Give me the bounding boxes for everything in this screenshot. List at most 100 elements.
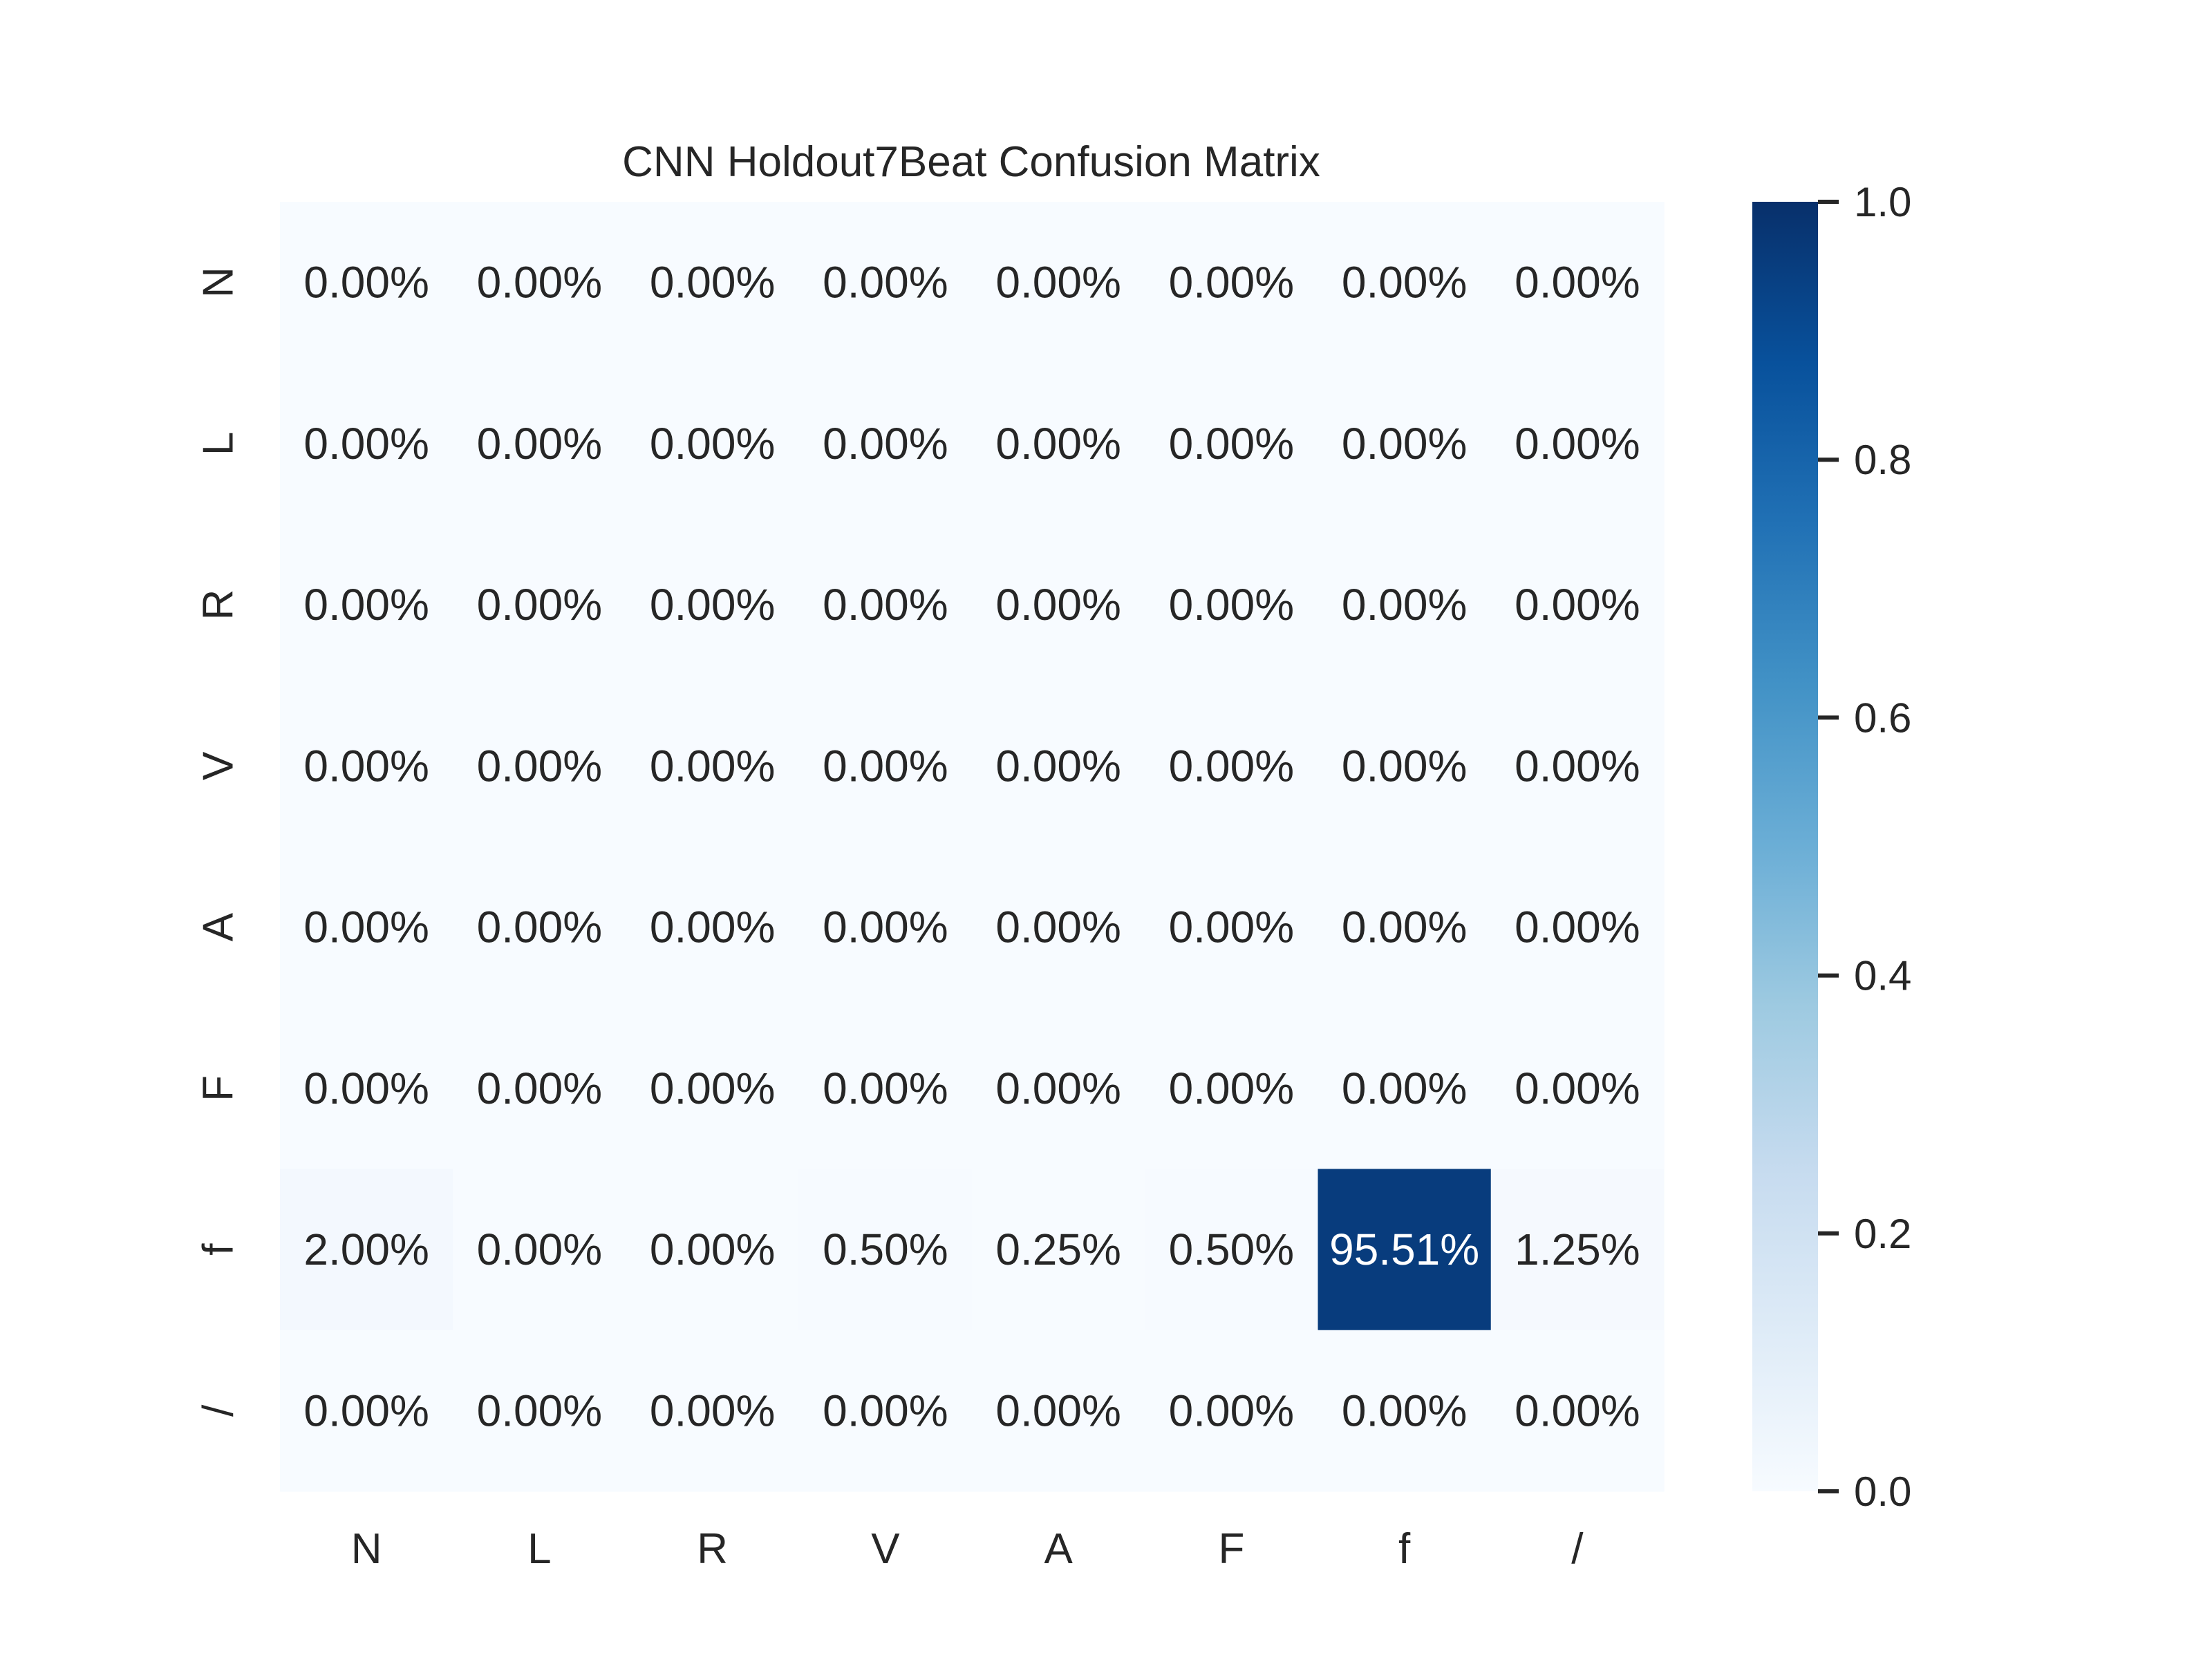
heatmap-cell-F-A: [972, 1008, 1145, 1170]
heatmap-cell-R-V: [798, 524, 973, 686]
heatmap-cell-V-/: [1490, 685, 1665, 847]
colorbar-tick-label: 0.4: [1854, 953, 1911, 999]
heatmap-cell-label: 0.00%: [1515, 741, 1640, 791]
heatmap-cell-label: 0.25%: [995, 1225, 1121, 1274]
heatmap-cell-label: 0.00%: [650, 741, 775, 791]
x-tick-label: V: [871, 1525, 900, 1573]
heatmap-cell-label: 0.00%: [303, 419, 429, 469]
heatmap-cell-label: 0.00%: [477, 419, 602, 469]
heatmap-cell-/-A: [972, 1330, 1145, 1492]
heatmap-cell-L-/: [1490, 363, 1665, 525]
heatmap-cell-label: 0.00%: [477, 258, 602, 308]
heatmap-cell-label: 0.00%: [477, 580, 602, 630]
x-tick-label: N: [351, 1525, 382, 1573]
heatmap-cell-label: 0.00%: [477, 741, 602, 791]
heatmap-cell-N-/: [1490, 202, 1665, 363]
x-tick-label: f: [1398, 1525, 1411, 1573]
y-tick-label: A: [194, 912, 242, 941]
heatmap-cell-label: 0.00%: [1515, 258, 1640, 308]
y-tick-label: N: [194, 267, 242, 298]
y-axis-tick-labels: N L R V A Ff /: [194, 267, 242, 1417]
colorbar-tick-label: 0.2: [1854, 1211, 1911, 1257]
heatmap-cell-label: 0.00%: [1342, 903, 1467, 952]
heatmap-cell-L-F: [1145, 363, 1319, 525]
heatmap-cell-label: 0.00%: [650, 903, 775, 952]
colorbar-gradient: [1752, 202, 1818, 1491]
heatmap-cell-label: 0.00%: [1169, 419, 1294, 469]
heatmap-cell-label: 0.00%: [650, 1064, 775, 1113]
heatmap-cell-label: 0.00%: [303, 580, 429, 630]
heatmap-cell-label: 0.00%: [650, 258, 775, 308]
heatmap-cell-label: 0.00%: [1342, 1386, 1467, 1435]
heatmap-cell-label: 0.00%: [1515, 1064, 1640, 1113]
colorbar-tick-label: 0.6: [1854, 695, 1911, 741]
heatmap-cell-R-A: [972, 524, 1145, 686]
heatmap-cell-label: 0.00%: [823, 258, 948, 308]
heatmap-cell-/-f: [1318, 1330, 1492, 1492]
heatmap-cell-N-F: [1145, 202, 1319, 363]
heatmap-cell-label: 0.00%: [303, 1386, 429, 1435]
heatmap-cell-label: 0.00%: [1169, 258, 1294, 308]
heatmap-cell-A-A: [972, 847, 1145, 1008]
heatmap-cell-f-f: [1318, 1169, 1492, 1331]
heatmap-cell-A-F: [1145, 847, 1319, 1008]
heatmap-cell-label: 0.00%: [823, 1064, 948, 1113]
heatmap-cell-label: 0.50%: [823, 1225, 948, 1274]
x-tick-label: L: [527, 1525, 551, 1573]
heatmap-cell-label: 0.00%: [823, 903, 948, 952]
heatmap-cell-label: 0.00%: [477, 903, 602, 952]
heatmap-cell-R-/: [1490, 524, 1665, 686]
heatmap-cell-label: 0.00%: [1515, 580, 1640, 630]
heatmap-cell-L-A: [972, 363, 1145, 525]
heatmap-cell-/-F: [1145, 1330, 1319, 1492]
heatmap-cell-V-V: [798, 685, 973, 847]
heatmap-cell-label: 1.25%: [1515, 1225, 1640, 1274]
heatmap-cell-F-L: [453, 1008, 627, 1170]
heatmap-cell-label: 0.00%: [995, 419, 1121, 469]
heatmap-cell-label: 0.00%: [1342, 580, 1467, 630]
heatmap-cell-/-L: [453, 1330, 627, 1492]
heatmap-cell-label: 0.00%: [1169, 580, 1294, 630]
heatmap-cell-label: 0.00%: [995, 580, 1121, 630]
heatmap-cell-label: 0.00%: [1169, 1064, 1294, 1113]
heatmap-cell-R-L: [453, 524, 627, 686]
heatmap-cell-A-f: [1318, 847, 1492, 1008]
heatmap-cell-N-N: [280, 202, 453, 363]
heatmap-cell-label: 0.00%: [1515, 419, 1640, 469]
heatmap-cell-A-L: [453, 847, 627, 1008]
x-tick-label: R: [697, 1525, 728, 1573]
y-tick-label: f: [194, 1243, 242, 1256]
heatmap-cell-V-F: [1145, 685, 1319, 847]
heatmap-cell-labels: 0.00% 0.00% 0.00% 0.00% 0.00% 0.00% 0.00% 0.00%…: [303, 258, 1640, 1436]
heatmap-cell-label: 0.00%: [303, 903, 429, 952]
colorbar-tick-label: 0.0: [1854, 1469, 1911, 1515]
heatmap-cell-label: 2.00%: [303, 1225, 429, 1274]
heatmap-cell-R-N: [280, 524, 453, 686]
heatmap-cell-L-L: [453, 363, 627, 525]
heatmap-cell-label: 0.00%: [303, 258, 429, 308]
y-tick-label: R: [194, 589, 242, 621]
heatmap-cell-A-/: [1490, 847, 1665, 1008]
heatmap-cell-N-L: [453, 202, 627, 363]
heatmap-cell-f-N: [280, 1169, 453, 1331]
heatmap-cell-label: 0.00%: [650, 1386, 775, 1435]
heatmap-cell-label: 0.00%: [823, 1386, 948, 1435]
heatmap-cell-label: 0.00%: [823, 741, 948, 791]
heatmap-cell-f-A: [972, 1169, 1145, 1331]
heatmap-cell-A-N: [280, 847, 453, 1008]
heatmap-cell-V-N: [280, 685, 453, 847]
heatmap-cell-V-R: [626, 685, 800, 847]
heatmap-cell-f-/: [1490, 1169, 1665, 1331]
heatmap-cell-label: 0.00%: [1342, 741, 1467, 791]
heatmap-cell-label: 0.00%: [1169, 903, 1294, 952]
heatmap-cell-R-R: [626, 524, 800, 686]
heatmap-cell-/-R: [626, 1330, 800, 1492]
heatmap-cell-F-N: [280, 1008, 453, 1170]
heatmap-cell-F-F: [1145, 1008, 1319, 1170]
heatmap-cell-label: 0.00%: [995, 258, 1121, 308]
heatmap-cell-label: 95.51%: [1329, 1225, 1479, 1274]
heatmap-cell-F-V: [798, 1008, 973, 1170]
